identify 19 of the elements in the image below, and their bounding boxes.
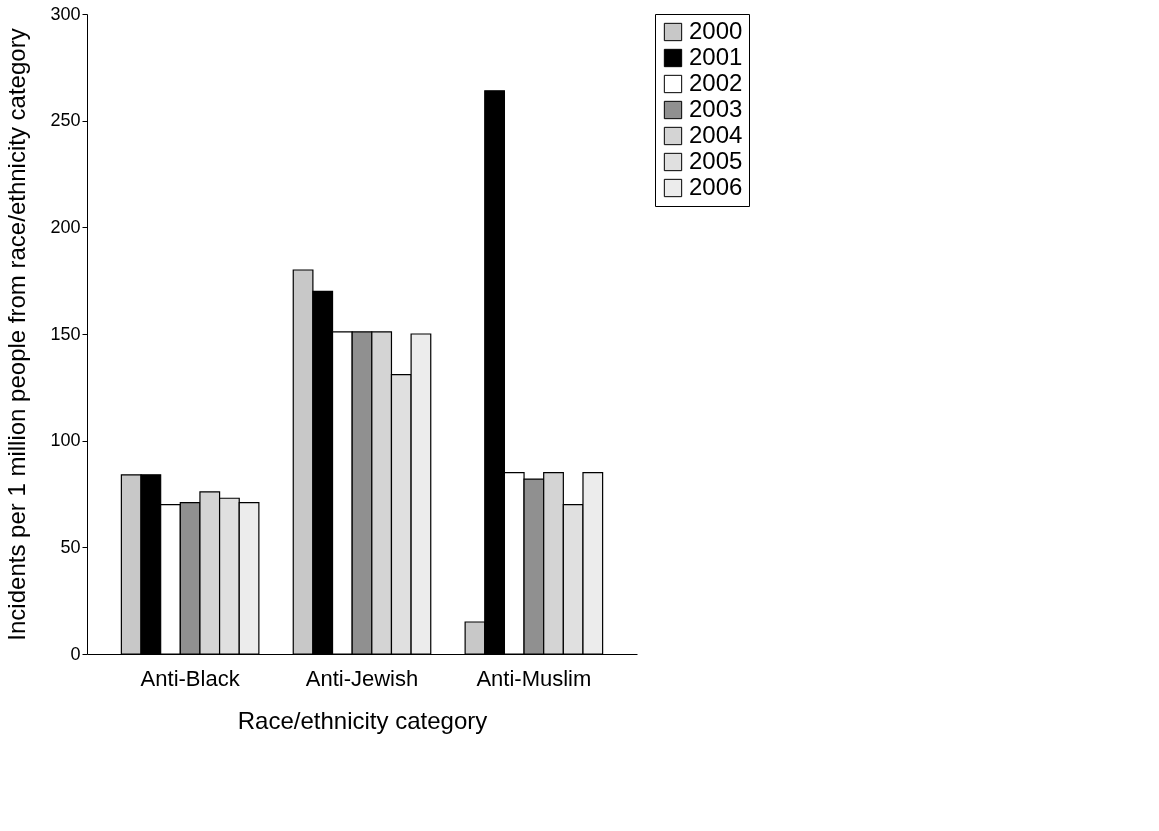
x-tick-label: Anti-Black	[140, 665, 241, 691]
y-tick-label: 0	[70, 643, 81, 664]
y-tick-label: 150	[50, 323, 81, 344]
legend-label: 2003	[689, 95, 743, 122]
legend-label: 2005	[689, 147, 743, 174]
legend-label: 2001	[689, 43, 743, 70]
x-axis-title: Race/ethnicity category	[237, 706, 488, 734]
y-axis-title: Incidents per 1 million people from race/ethnicity category	[3, 28, 31, 641]
legend-label: 2000	[689, 17, 743, 44]
y-tick-label: 50	[60, 536, 81, 557]
y-tick-label: 250	[50, 110, 81, 131]
legend-label: 2006	[689, 173, 743, 200]
legend-label: 2002	[689, 69, 743, 96]
legend-label: 2004	[689, 121, 743, 148]
y-tick-label: 200	[50, 216, 81, 237]
x-tick-label: Anti-Jewish	[305, 665, 419, 691]
y-tick-label: 100	[50, 430, 81, 451]
y-tick-label: 300	[50, 3, 81, 24]
x-tick-label: Anti-Muslim	[476, 665, 592, 691]
